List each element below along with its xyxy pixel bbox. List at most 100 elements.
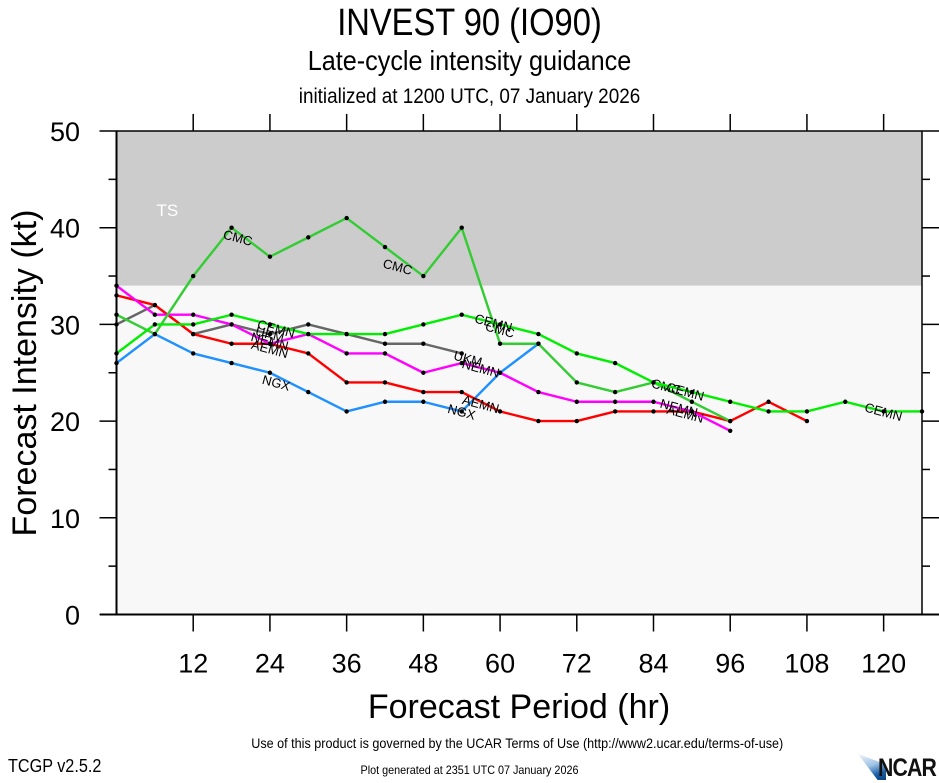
data-point-cemn	[536, 331, 541, 337]
data-point-nemn	[728, 428, 733, 433]
data-point-cmc	[344, 215, 349, 221]
x-tick-label: 72	[562, 649, 592, 679]
chart-subtitle: Late-cycle intensity guidance	[307, 45, 632, 76]
x-tick-label: 24	[255, 649, 285, 679]
data-point-nemn	[459, 360, 464, 366]
data-point-aemn	[804, 418, 810, 424]
data-point-cmc	[497, 341, 503, 346]
y-tick-label: 50	[50, 117, 80, 147]
data-point-cemn	[421, 322, 426, 327]
data-point-cmc	[267, 254, 273, 259]
data-point-cmc	[382, 244, 388, 250]
data-point-cemn	[306, 331, 311, 337]
data-point-cemn	[689, 389, 695, 395]
data-point-cmc	[191, 273, 196, 279]
data-point-aemn	[152, 302, 158, 308]
x-tick-label: 120	[861, 649, 906, 679]
data-point-nemn	[152, 312, 158, 317]
data-point-cmc	[536, 341, 541, 346]
y-tick-label: 40	[50, 214, 80, 244]
data-point-ngx	[382, 399, 388, 404]
data-point-cmc	[229, 225, 234, 230]
data-point-cemn	[881, 409, 886, 414]
data-point-nemn	[344, 351, 349, 356]
series-line-cemn	[115, 313, 922, 413]
data-point-nemn	[651, 399, 656, 404]
init-time-line: initialized at 1200 UTC, 07 January 2026	[298, 85, 641, 108]
data-point-aemn	[497, 409, 503, 414]
data-point-nemn	[267, 341, 273, 346]
data-point-nemn	[382, 351, 388, 356]
data-point-cmc	[612, 389, 618, 395]
data-point-nemn	[229, 322, 234, 327]
band-label-ts: TS	[157, 201, 179, 220]
data-point-nemn	[421, 370, 426, 375]
intensity-bands: TS	[116, 131, 922, 615]
data-point-cemn	[382, 331, 388, 337]
data-point-ngx	[344, 409, 349, 414]
x-tick-label: 12	[178, 649, 208, 679]
data-point-cmc	[421, 273, 426, 279]
data-point-nemn	[536, 389, 541, 395]
x-tick-label: 36	[332, 649, 362, 679]
data-point-nemn	[689, 409, 695, 414]
data-point-ngx	[306, 389, 311, 395]
data-point-cmc	[306, 235, 311, 240]
data-point-cmc	[574, 380, 579, 385]
series-label-ngx: NGX	[261, 372, 292, 394]
data-point-cemn	[191, 322, 196, 327]
x-tick-label: 108	[784, 649, 829, 679]
series-label-ngx: NGX	[446, 401, 477, 423]
data-point-ukm	[421, 341, 426, 346]
data-point-cemn	[843, 399, 848, 404]
data-point-aemn	[382, 380, 388, 385]
ncar-logo: NCAR	[858, 754, 939, 782]
version-label: TCGP v2.5.2	[8, 756, 102, 776]
series-line-ngx	[115, 332, 540, 413]
data-point-ukm	[459, 351, 464, 356]
data-point-nemn	[612, 399, 618, 404]
data-point-ukm	[382, 341, 388, 346]
data-point-ukm	[306, 322, 311, 327]
series-label-cmc: CMC	[484, 319, 516, 341]
data-point-ngx	[459, 409, 464, 414]
axes: 0 10 20 30 40 50 12 24 36 48 60 72 84 96 108 120	[50, 114, 939, 679]
data-point-ukm	[267, 331, 273, 337]
data-point-aemn	[459, 389, 464, 395]
x-tick-label: 96	[715, 649, 745, 679]
data-point-cemn	[766, 409, 771, 414]
data-point-cemn	[229, 312, 234, 317]
data-point-aemn	[651, 409, 656, 414]
x-tick-label: 84	[638, 649, 668, 679]
data-point-aemn	[612, 409, 618, 414]
data-point-cemn	[574, 351, 579, 356]
data-point-cemn	[728, 399, 733, 404]
data-point-aemn	[574, 418, 579, 424]
data-point-cemn	[804, 409, 810, 414]
data-point-cemn	[497, 322, 503, 327]
data-point-cmc	[728, 418, 733, 424]
data-point-cemn	[459, 312, 464, 317]
data-point-nemn	[497, 370, 503, 375]
data-point-cemn	[651, 380, 656, 385]
y-tick-label: 10	[50, 504, 80, 534]
data-point-aemn	[306, 351, 311, 356]
x-axis-label: Forecast Period (hr)	[368, 688, 670, 726]
data-point-aemn	[421, 389, 426, 395]
series-label-cmc: CMC	[381, 256, 413, 278]
band-ts	[116, 131, 922, 286]
data-point-cemn	[344, 331, 349, 337]
y-axis-label: Forecast Intensity (kt)	[6, 210, 44, 537]
data-point-cemn	[612, 360, 618, 366]
y-tick-label: 30	[50, 310, 80, 340]
data-point-ngx	[191, 351, 196, 356]
y-tick-label: 0	[65, 601, 80, 631]
data-point-cemn	[267, 322, 273, 327]
data-point-aemn	[344, 380, 349, 385]
data-point-ngx	[267, 370, 273, 375]
terms-of-use-notice: Use of this product is governed by the U…	[251, 735, 784, 751]
band-below-ts	[116, 285, 922, 615]
data-point-cmc	[689, 399, 695, 404]
